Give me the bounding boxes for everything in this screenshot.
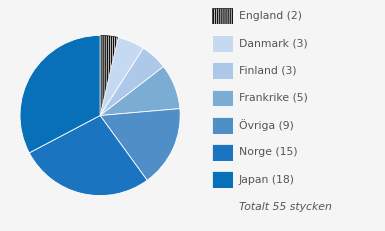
Text: Norge (15): Norge (15) xyxy=(239,147,297,158)
Wedge shape xyxy=(20,35,100,153)
Wedge shape xyxy=(100,109,180,180)
Wedge shape xyxy=(100,35,118,116)
Wedge shape xyxy=(100,37,143,116)
Text: Finland (3): Finland (3) xyxy=(239,66,296,76)
Text: Japan (18): Japan (18) xyxy=(239,175,295,185)
Text: Övriga (9): Övriga (9) xyxy=(239,119,294,131)
Text: Frankrike (5): Frankrike (5) xyxy=(239,93,308,103)
Text: Totalt 55 stycken: Totalt 55 stycken xyxy=(239,202,331,212)
Text: Danmark (3): Danmark (3) xyxy=(239,38,308,49)
Text: England (2): England (2) xyxy=(239,11,302,21)
Wedge shape xyxy=(100,67,180,116)
Wedge shape xyxy=(100,48,164,116)
Wedge shape xyxy=(29,116,147,196)
